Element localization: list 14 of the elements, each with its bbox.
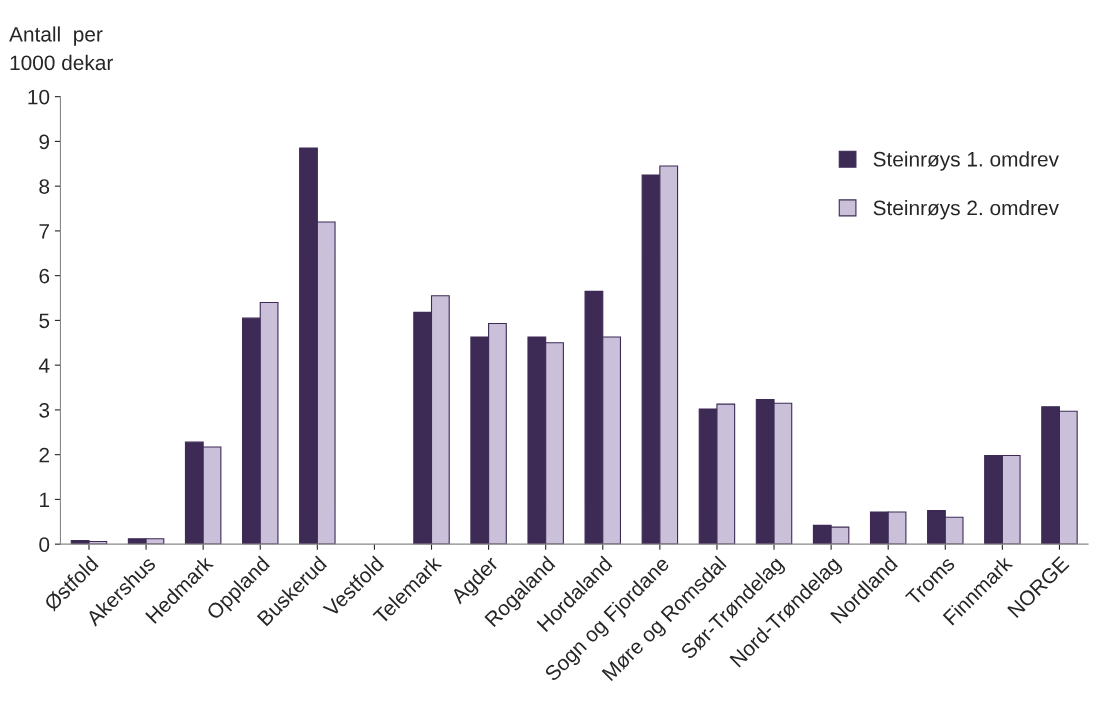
y-tick-label: 7	[39, 224, 49, 239]
y-tick-label: 6	[39, 268, 50, 284]
y-axis-title: Antall per 1000 dekar	[9, 26, 113, 71]
legend-label: Steinrøys 1. omdrev	[873, 151, 1059, 171]
y-tick-label: 1	[40, 492, 50, 507]
y-tick-label: 3	[39, 402, 50, 418]
legend-label: Steinrøys 2. omdrev	[873, 200, 1059, 220]
y-tick-label: 10	[28, 89, 50, 105]
y-tick-label: 9	[39, 134, 50, 150]
y-tick-label: 4	[38, 358, 50, 373]
y-tick-label: 2	[39, 447, 49, 463]
y-tick-label: 0	[39, 537, 50, 552]
y-tick-label: 5	[39, 313, 50, 329]
y-tick-label: 8	[39, 179, 50, 194]
